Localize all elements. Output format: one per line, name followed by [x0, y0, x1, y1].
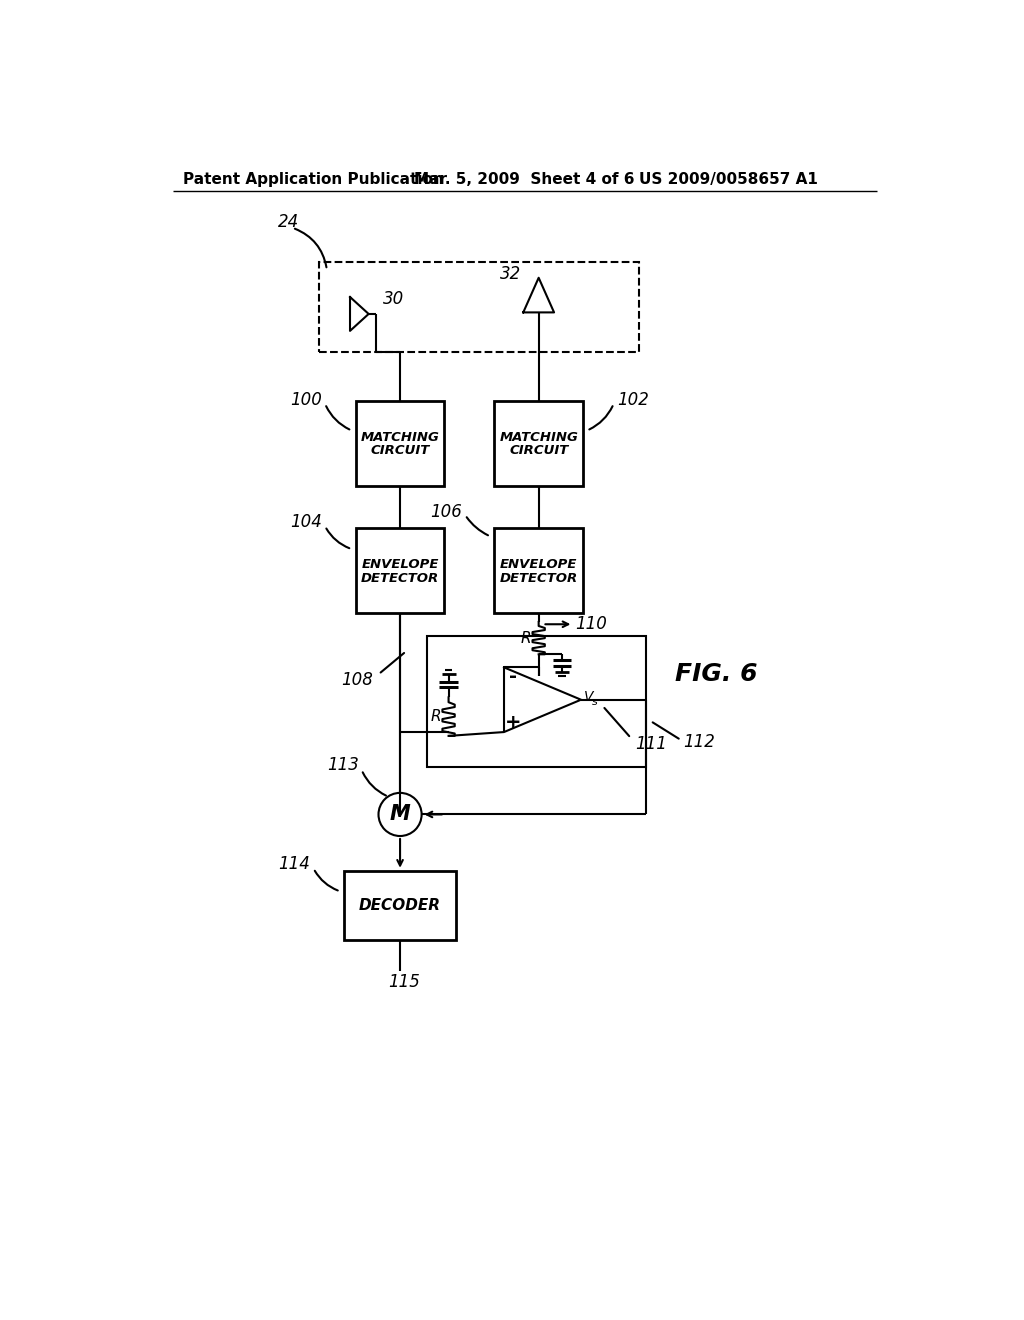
- Text: 32: 32: [500, 265, 521, 282]
- Text: 100: 100: [290, 391, 322, 409]
- Text: 108: 108: [341, 672, 373, 689]
- Text: ENVELOPE: ENVELOPE: [361, 557, 438, 570]
- Text: CIRCUIT: CIRCUIT: [509, 445, 568, 458]
- Text: 114: 114: [279, 855, 310, 874]
- Circle shape: [379, 793, 422, 836]
- Text: Mar. 5, 2009  Sheet 4 of 6: Mar. 5, 2009 Sheet 4 of 6: [414, 173, 635, 187]
- Text: FIG. 6: FIG. 6: [675, 663, 757, 686]
- Text: CIRCUIT: CIRCUIT: [371, 445, 430, 458]
- Text: s: s: [592, 697, 598, 708]
- Text: R: R: [521, 631, 531, 645]
- Text: MATCHING: MATCHING: [500, 430, 579, 444]
- Text: 110: 110: [575, 615, 607, 634]
- Text: MATCHING: MATCHING: [360, 430, 439, 444]
- Text: 113: 113: [328, 756, 359, 774]
- Text: ENVELOPE: ENVELOPE: [500, 557, 578, 570]
- Text: M: M: [390, 804, 411, 825]
- Text: +: +: [505, 713, 521, 733]
- Text: DETECTOR: DETECTOR: [500, 572, 578, 585]
- Bar: [344, 871, 456, 940]
- Text: 102: 102: [616, 391, 648, 409]
- Bar: [319, 263, 639, 352]
- Text: 112: 112: [683, 734, 716, 751]
- Text: Patent Application Publication: Patent Application Publication: [183, 173, 443, 187]
- Bar: [495, 401, 583, 486]
- Text: 111: 111: [635, 735, 667, 752]
- Bar: [355, 401, 444, 486]
- Text: US 2009/0058657 A1: US 2009/0058657 A1: [639, 173, 817, 187]
- Text: DETECTOR: DETECTOR: [360, 572, 439, 585]
- Text: R: R: [431, 709, 441, 725]
- Text: -: -: [509, 667, 517, 686]
- Text: DECODER: DECODER: [359, 898, 441, 913]
- Text: 30: 30: [383, 289, 403, 308]
- Bar: [495, 528, 583, 612]
- Bar: [427, 636, 646, 767]
- Text: 104: 104: [290, 513, 322, 531]
- Text: 24: 24: [278, 214, 299, 231]
- Text: 106: 106: [430, 503, 462, 521]
- Text: 115: 115: [388, 973, 420, 991]
- Text: V: V: [584, 689, 594, 704]
- Bar: [355, 528, 444, 612]
